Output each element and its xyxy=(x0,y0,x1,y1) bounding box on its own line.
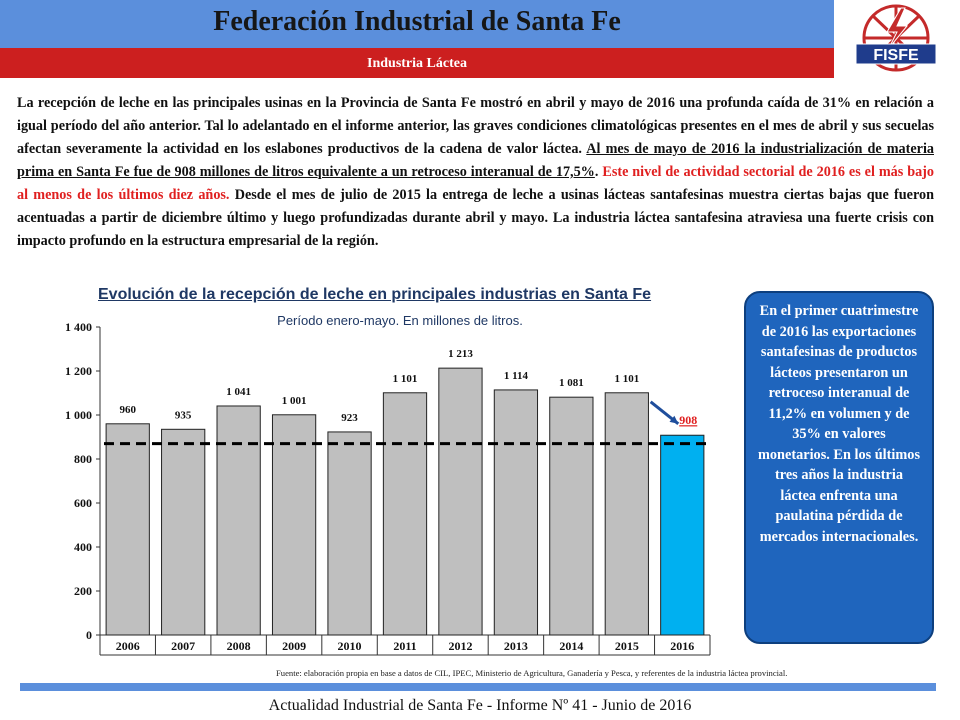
fisfe-logo-icon: FISFE xyxy=(855,4,937,72)
logo-text: FISFE xyxy=(873,47,919,64)
x-tick-label: 2010 xyxy=(338,639,362,653)
header-band xyxy=(0,0,834,48)
footer-band xyxy=(20,683,936,691)
data-label: 1 101 xyxy=(393,373,418,385)
data-label: 1 114 xyxy=(504,370,529,382)
y-tick-label: 1 400 xyxy=(65,320,92,334)
x-tick-label: 2011 xyxy=(393,639,416,653)
data-label: 1 213 xyxy=(448,348,473,360)
y-tick-label: 200 xyxy=(74,584,92,598)
intro-text-2: Desde el mes de julio de 2015 la entrega… xyxy=(17,187,934,249)
bar xyxy=(382,392,428,636)
section-subtitle: Industria Láctea xyxy=(367,56,467,71)
bar-chart: 0 200 400 600 800 1 000 1 200 1 400 2006 2007 2008… xyxy=(65,320,711,656)
page-title: Federación Industrial de Santa Fe xyxy=(213,6,621,37)
bar xyxy=(216,405,261,636)
bar xyxy=(549,396,594,636)
x-tick-label: 2008 xyxy=(227,639,251,653)
data-label: 1 041 xyxy=(226,386,251,398)
chart-subtitle: Período enero-mayo. En millones de litro… xyxy=(277,313,523,328)
bar xyxy=(105,423,150,636)
bar xyxy=(327,431,372,636)
exports-info-box: En el primer cuatrimestre de 2016 las ex… xyxy=(744,291,934,644)
data-label: 1 101 xyxy=(614,373,639,385)
chart-title: Evolución de la recepción de leche en pr… xyxy=(98,286,652,303)
x-tick-label: 2012 xyxy=(448,639,472,653)
y-tick-label: 600 xyxy=(74,496,92,510)
data-label: 935 xyxy=(175,409,192,421)
bar xyxy=(161,428,206,636)
exports-info-text: En el primer cuatrimestre de 2016 las ex… xyxy=(757,303,921,545)
y-tick-label: 400 xyxy=(74,540,92,554)
bar xyxy=(271,414,317,636)
y-tick-label: 800 xyxy=(74,452,92,466)
intro-text-1: La recepción de leche en las principales… xyxy=(17,95,934,157)
source-note: Fuente: elaboración propia en base a dat… xyxy=(276,668,788,678)
x-tick-label: 2016 xyxy=(670,639,694,653)
footer-text: Actualidad Industrial de Santa Fe - Info… xyxy=(268,697,692,714)
bar xyxy=(604,392,649,636)
x-tick-label: 2013 xyxy=(504,639,528,653)
intro-paragraph: La recepción de leche en las principales… xyxy=(17,92,934,253)
x-tick-label: 2007 xyxy=(171,639,195,653)
y-tick-label: 1 000 xyxy=(65,408,92,422)
bar xyxy=(438,367,483,636)
x-tick-label: 2006 xyxy=(116,639,140,653)
data-label: 923 xyxy=(341,412,358,424)
data-label: 1 001 xyxy=(282,395,307,407)
intro-text-underlined: Al mes de mayo de 2016 la industrializac… xyxy=(17,141,934,180)
data-label: 1 081 xyxy=(559,377,584,389)
intro-text-red: Este nivel de actividad sectorial de 201… xyxy=(17,164,935,203)
data-label-highlight: 908 xyxy=(679,413,697,427)
x-tick-label: 2009 xyxy=(282,639,306,653)
data-label: 960 xyxy=(119,404,136,416)
intro-text-period: . xyxy=(594,164,603,180)
bar xyxy=(660,434,705,636)
x-tick-label: 2014 xyxy=(559,639,583,653)
trend-arrow-head xyxy=(669,415,679,424)
y-tick-label: 1 200 xyxy=(65,364,92,378)
x-tick-label: 2015 xyxy=(615,639,639,653)
bar xyxy=(493,389,539,636)
y-tick-label: 0 xyxy=(86,628,92,642)
subheader-band xyxy=(0,48,834,78)
